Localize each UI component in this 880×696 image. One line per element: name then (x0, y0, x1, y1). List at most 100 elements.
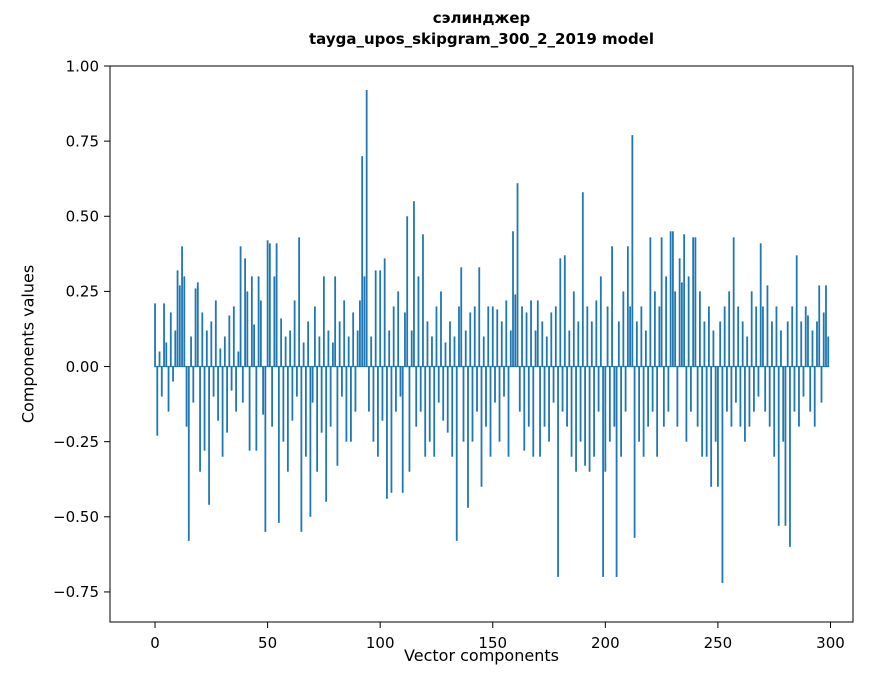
bar (658, 306, 661, 367)
bar (435, 306, 438, 367)
x-tick-label: 200 (591, 634, 620, 652)
bar (415, 366, 418, 427)
bar (771, 321, 773, 367)
chart-title-line2: tayga_upos_skipgram_300_2_2019 model (309, 30, 654, 48)
bar (552, 366, 555, 403)
bar (397, 291, 400, 367)
bar (530, 300, 532, 367)
x-tick-label: 100 (366, 634, 395, 652)
bar (413, 201, 415, 367)
bar (570, 366, 573, 457)
bar (187, 366, 190, 541)
bar (214, 300, 217, 367)
bar (822, 312, 825, 367)
bar (559, 258, 562, 367)
bar (280, 318, 283, 367)
zero-baseline (154, 365, 830, 368)
bar (617, 321, 620, 367)
bar (494, 366, 496, 403)
bar (437, 366, 440, 403)
bar (748, 366, 751, 427)
bar (786, 321, 789, 367)
bar (744, 366, 746, 442)
bar (599, 276, 602, 367)
bar (359, 300, 361, 367)
bar (534, 330, 537, 367)
bar (345, 366, 348, 442)
bar (392, 306, 395, 367)
bar (550, 312, 553, 367)
bar (669, 231, 672, 367)
bar (158, 351, 161, 367)
bar (759, 243, 762, 367)
axes-spines (109, 65, 854, 623)
bar (651, 366, 654, 412)
bar (793, 366, 796, 412)
bar (377, 366, 379, 457)
bar (172, 366, 174, 382)
bar (791, 306, 794, 367)
bar (489, 366, 492, 457)
bar (313, 306, 316, 367)
bar (471, 366, 474, 442)
bar (667, 366, 670, 412)
bar (174, 330, 177, 367)
bar (237, 351, 240, 367)
bar (548, 366, 550, 442)
bar (532, 366, 535, 457)
bar (379, 270, 382, 367)
bar (268, 243, 271, 367)
bar (505, 300, 508, 367)
bar (469, 312, 472, 367)
bar (426, 321, 429, 367)
bar (455, 366, 458, 541)
bar (343, 300, 346, 367)
x-tick-label: 0 (150, 634, 160, 652)
bar (685, 366, 688, 442)
bar (500, 321, 503, 367)
bar (800, 321, 803, 367)
bar (541, 321, 544, 367)
y-tick-label: −0.25 (53, 433, 99, 451)
bar (374, 270, 377, 367)
bar (381, 366, 384, 421)
y-tick-label: 0.00 (66, 358, 99, 376)
bar (390, 366, 393, 493)
bar (590, 321, 593, 367)
bar (811, 330, 814, 367)
bar (476, 366, 478, 412)
bar (730, 366, 733, 427)
bar (782, 366, 785, 442)
bar (386, 366, 388, 499)
bar (708, 306, 710, 367)
bar (653, 291, 656, 367)
bar (320, 366, 323, 433)
bar (809, 366, 812, 412)
bar (577, 321, 580, 367)
bar (372, 366, 375, 442)
bar (631, 135, 634, 367)
bar (741, 321, 744, 367)
bar (503, 366, 505, 397)
bar (692, 237, 695, 367)
bar (196, 282, 199, 367)
bar (818, 285, 821, 367)
bar (286, 366, 289, 472)
bar (723, 306, 726, 367)
bar (264, 366, 267, 532)
bar (825, 285, 827, 367)
bar (266, 240, 269, 367)
bar (428, 366, 431, 442)
chart-title: сэлинджер tayga_upos_skipgram_300_2_2019… (110, 8, 853, 50)
bar (208, 366, 210, 505)
bar (341, 366, 343, 397)
bar (178, 285, 181, 367)
bar (295, 366, 298, 397)
bar (572, 291, 575, 367)
bar (656, 366, 659, 457)
bar (696, 366, 699, 427)
bar (780, 330, 782, 367)
bar (525, 312, 528, 367)
bar (239, 246, 242, 367)
chart-title-line1: сэлинджер (432, 9, 531, 27)
